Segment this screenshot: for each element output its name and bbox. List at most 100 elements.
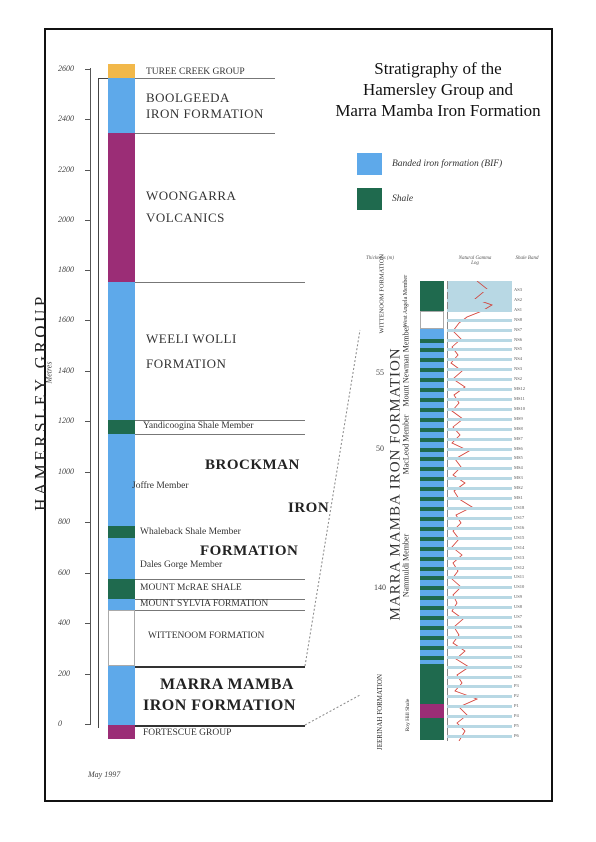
log-shale-band [420,388,444,392]
turee-creek-layer [108,64,135,78]
label-yandicoogina: Yandicoogina Shale Member [143,421,254,431]
gamma-shale-band [447,477,512,480]
tick-mark [85,170,91,171]
thickness-140: 140 [374,583,386,592]
shale-band-label: US2 [514,664,523,669]
gamma-shale-band [447,368,512,371]
log-shale-band [420,596,444,600]
gamma-shale-band [447,725,512,728]
tick-mark [85,573,91,574]
label-woongarra-2: VOLCANICS [146,210,225,225]
tick-mark [85,270,91,271]
mount-sylvia-layer [108,599,135,610]
shale-band-label: US14 [514,545,525,550]
log-shale-band [420,448,444,452]
boundary-line [135,666,305,668]
woongarra-layer [108,133,135,282]
shale-band-label: P4 [514,713,519,718]
log-shale-band [420,348,444,352]
boundary-line [135,725,305,727]
log-macleod-label: MacLeod Member [401,414,411,475]
legend-shale-label: Shale [392,194,414,204]
log-shale-band [420,418,444,422]
gamma-shale-band [447,358,512,361]
shale-band-label: P5 [514,723,519,728]
shale-band-label: US7 [514,614,523,619]
gamma-shale-band [447,695,512,698]
gamma-shale-band [447,507,512,510]
shale-band-label: MS6 [514,446,523,451]
label-fortescue: FORTESCUE GROUP [143,728,232,738]
boundary-line [135,420,305,421]
tick-mark [85,623,91,624]
fortescue-layer [108,725,135,739]
log-shale-band [420,517,444,521]
log-shale-band [420,358,444,362]
shale-band-label: AS2 [514,297,523,302]
shale-band-label: NS5 [514,346,523,351]
legend-shale-swatch [357,188,382,210]
label-marra-mamba-1: MARRA MAMBA [160,676,294,693]
shale-band-label: NS7 [514,327,523,332]
gamma-shale-band [447,527,512,530]
log-shale-band [420,616,444,620]
gamma-shale-band [447,398,512,401]
boundary-line [135,133,275,134]
boundary-line [135,282,305,283]
log-shale-band [420,527,444,531]
log-jeerinah-base [420,718,444,740]
log-west-angela-label: West Angela Member [403,274,409,328]
shale-band-label: US9 [514,594,523,599]
tick-mark [85,119,91,120]
shale-band-label: AS3 [514,287,523,292]
gamma-shale-band [447,596,512,599]
label-wittenoom: WITTENOOM FORMATION [148,631,265,641]
gamma-shale-band [447,685,512,688]
log-shale-band [420,586,444,590]
log-shale-band [420,646,444,650]
shale-band-label: NS8 [514,317,523,322]
yandicoogina-layer [108,420,135,434]
log-shale-band [420,557,444,561]
gamma-shale-band [447,339,512,342]
gamma-shale-band [447,428,512,431]
gamma-band [447,281,512,311]
shale-band-label: US13 [514,555,525,560]
gamma-shale-band [447,626,512,629]
log-wittenoom-shale [420,281,444,311]
log-shale-band [420,507,444,511]
tick-1800: 1800 [58,265,74,274]
shale-band-label: US3 [514,654,523,659]
shale-band-label: US17 [514,515,525,520]
gamma-shale-band [447,418,512,421]
shale-band-label: US12 [514,565,525,570]
shale-band-label: US11 [514,574,525,579]
tick-200: 200 [58,669,70,678]
gamma-shale-band [447,388,512,391]
log-shale-band [420,438,444,442]
gamma-shale-band [447,329,512,332]
label-boolgeeda-1: BOOLGEEDA [146,90,230,105]
boundary-line [135,579,305,580]
log-shale-band [420,487,444,491]
gamma-shale-band [447,348,512,351]
figure-frame [44,28,553,802]
tick-mark [85,472,91,473]
shale-band-label: US6 [514,624,523,629]
log-shale-band [420,567,444,571]
tick-mark [85,320,91,321]
shale-band-label: MS1 [514,495,523,500]
shale-band-label: P1 [514,703,519,708]
log-shale-band [420,656,444,660]
gamma-shale-band [447,408,512,411]
shale-band-label: US8 [514,604,523,609]
hamersley-group-bracket [98,78,116,728]
legend-bif-swatch [357,153,382,175]
shale-band-label: NS6 [514,337,523,342]
shale-band-label: US5 [514,634,523,639]
log-shale-band [420,576,444,580]
head-thickness: Thickness (m) [366,256,394,261]
gamma-shale-band [447,676,512,679]
label-whaleback: Whaleback Shale Member [140,527,241,537]
boundary-line [135,599,305,600]
